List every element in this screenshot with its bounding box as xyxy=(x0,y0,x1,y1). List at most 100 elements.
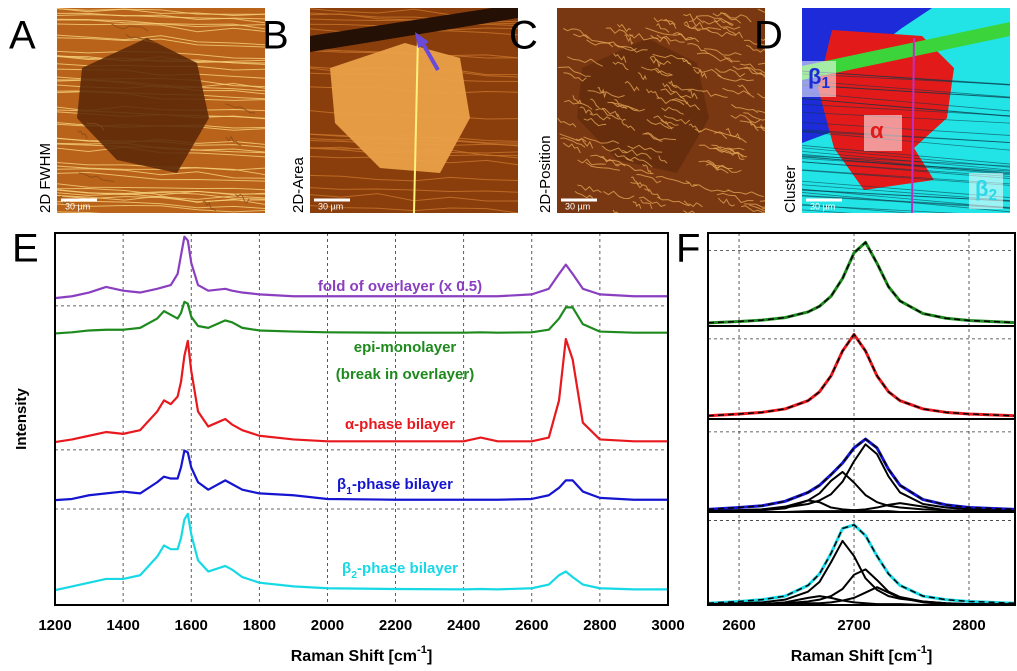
text-run: β xyxy=(337,476,346,493)
texture xyxy=(622,149,652,160)
texture xyxy=(573,33,611,44)
texture xyxy=(612,209,619,213)
texture xyxy=(111,23,148,32)
texture xyxy=(662,82,676,93)
texture xyxy=(577,158,606,166)
texture xyxy=(557,117,577,128)
texture xyxy=(692,184,731,193)
x-tick-label: 1400 xyxy=(106,617,139,634)
region-label: β2 xyxy=(975,176,997,204)
texture xyxy=(638,196,666,208)
texture xyxy=(57,187,265,196)
texture xyxy=(585,161,620,171)
x-tick-label: 2800 xyxy=(952,617,985,634)
texture xyxy=(57,171,265,182)
texture xyxy=(679,95,689,105)
spectrum-line xyxy=(55,235,668,300)
spectrum-line xyxy=(55,449,668,502)
label-box xyxy=(969,173,1003,209)
texture xyxy=(722,87,755,98)
texture xyxy=(630,181,650,193)
texture xyxy=(687,89,698,100)
region xyxy=(310,8,518,52)
texture xyxy=(78,172,115,183)
subscript: 2 xyxy=(351,569,357,581)
texture xyxy=(684,24,722,31)
texture xyxy=(672,31,700,43)
texture xyxy=(687,43,709,55)
scale-bar-label: 30 µm xyxy=(65,201,90,211)
texture xyxy=(740,63,765,74)
texture xyxy=(757,110,765,114)
texture xyxy=(599,155,620,167)
texture xyxy=(760,124,765,130)
panel-letter: A xyxy=(9,14,36,58)
texture xyxy=(57,18,265,28)
texture xyxy=(743,203,765,208)
texture xyxy=(655,69,673,76)
texture xyxy=(57,189,265,195)
texture xyxy=(621,121,636,131)
texture xyxy=(759,126,765,131)
x-tick-label: 2600 xyxy=(722,617,755,634)
texture xyxy=(575,137,594,149)
subscript: 2 xyxy=(988,187,997,204)
texture xyxy=(57,37,265,48)
texture xyxy=(601,107,619,118)
texture xyxy=(656,97,685,106)
x-tick-label: 2600 xyxy=(515,617,548,634)
texture xyxy=(802,147,1010,168)
superscript: -1 xyxy=(417,644,427,656)
fit-envelope xyxy=(708,333,1015,417)
text-run: α xyxy=(870,118,884,143)
panel-label: 2D-Position xyxy=(537,135,554,213)
region xyxy=(802,22,1010,80)
texture xyxy=(77,130,88,139)
map-bg xyxy=(557,8,765,213)
texture xyxy=(802,131,1010,151)
x-tick-label: 1200 xyxy=(38,617,71,634)
texture xyxy=(644,188,661,199)
texture xyxy=(650,57,662,68)
texture xyxy=(802,92,1010,112)
superscript: -1 xyxy=(917,644,927,656)
texture xyxy=(589,113,611,121)
texture xyxy=(611,102,646,112)
texture xyxy=(641,66,673,77)
texture xyxy=(743,112,765,121)
texture xyxy=(583,136,620,144)
panel-label: Cluster xyxy=(782,165,799,213)
texture xyxy=(664,18,677,29)
y-axis-label: Intensity xyxy=(13,388,30,450)
label-box xyxy=(802,61,836,97)
series-label: epi-monolayer xyxy=(354,339,457,356)
texture xyxy=(730,114,761,124)
scale-bar-label: 30 µm xyxy=(318,201,343,211)
x-tick-label: 1600 xyxy=(175,617,208,634)
plot-area xyxy=(708,240,1015,605)
texture xyxy=(616,163,654,175)
texture xyxy=(57,189,265,200)
texture xyxy=(714,147,737,156)
fit-component xyxy=(708,470,1015,513)
spectrum-line xyxy=(708,240,1015,325)
texture xyxy=(693,68,708,79)
texture xyxy=(613,53,627,63)
texture xyxy=(802,145,1010,165)
texture xyxy=(802,203,913,213)
texture xyxy=(714,67,746,78)
texture xyxy=(557,66,591,77)
texture xyxy=(712,164,742,173)
x-tick-label: 2700 xyxy=(837,617,870,634)
panel-label: 2D-Area xyxy=(290,156,307,213)
texture xyxy=(612,61,629,71)
texture xyxy=(235,193,250,204)
bright-line xyxy=(413,35,419,213)
texture xyxy=(57,194,265,205)
texture xyxy=(642,163,652,174)
texture xyxy=(688,123,702,133)
fit-component xyxy=(708,595,1015,605)
texture xyxy=(802,70,1010,86)
